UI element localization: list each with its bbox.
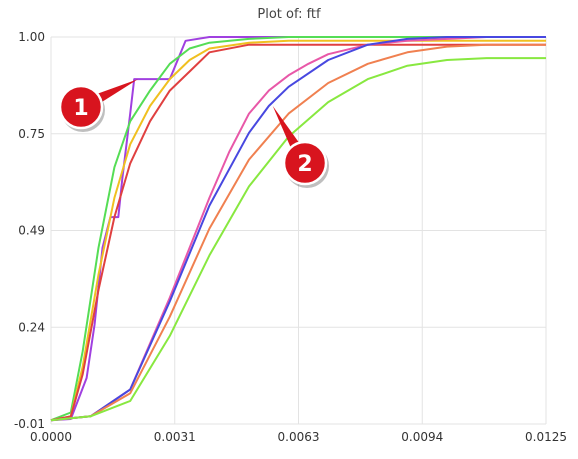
axis-ticks: 1.00 0.75 0.49 0.24 -0.010.0000 0.0031 0.0063 0… bbox=[14, 30, 567, 444]
series-line-1 bbox=[50, 36, 546, 422]
y-tick-label: 1.00 bbox=[18, 30, 45, 44]
x-tick-label: 0.0125 bbox=[525, 430, 567, 444]
x-tick-label: 0.0063 bbox=[278, 430, 320, 444]
series-line-2 bbox=[50, 36, 546, 422]
annotations: 12 bbox=[58, 79, 329, 188]
series-line-3 bbox=[50, 39, 546, 422]
grid bbox=[50, 36, 547, 425]
x-tick-label: 0.0031 bbox=[154, 430, 196, 444]
y-tick-label: 0.49 bbox=[18, 224, 45, 238]
series-lines bbox=[50, 36, 546, 422]
x-tick-label: 0.0094 bbox=[401, 430, 443, 444]
annotation-badge bbox=[282, 140, 328, 186]
series-line-7 bbox=[50, 43, 546, 422]
x-tick-label: 0.0000 bbox=[30, 430, 72, 444]
annotation-2: 2 bbox=[272, 105, 329, 188]
annotation-1: 1 bbox=[58, 79, 139, 132]
y-tick-label: -0.01 bbox=[14, 417, 45, 431]
annotation-label: 2 bbox=[297, 152, 312, 177]
annotation-label: 1 bbox=[73, 96, 88, 121]
series-line-6 bbox=[50, 36, 546, 422]
chart-title: Plot of: ftf bbox=[257, 7, 321, 22]
series-line-4 bbox=[50, 43, 546, 422]
annotation-badge bbox=[58, 84, 104, 130]
y-tick-label: 0.75 bbox=[18, 127, 45, 141]
y-tick-label: 0.24 bbox=[18, 320, 45, 334]
